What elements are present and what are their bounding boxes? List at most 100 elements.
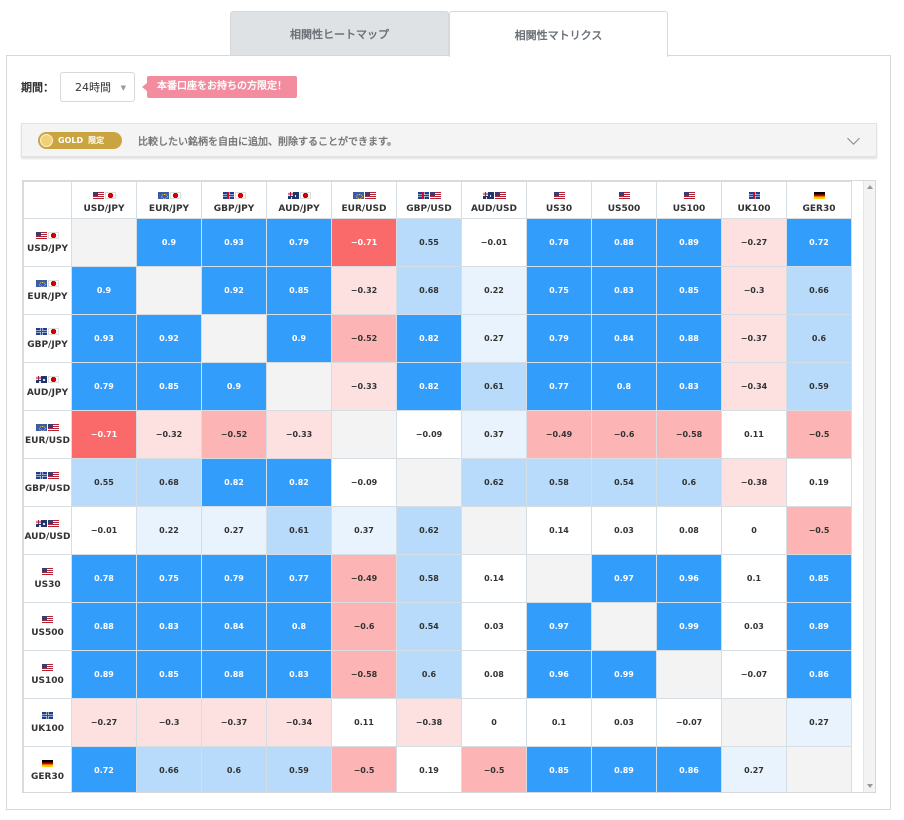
correlation-cell: 0.14 xyxy=(526,506,592,555)
tab-correlation-heatmap[interactable]: 相関性ヒートマップ xyxy=(230,11,449,56)
table-row: GBP/USD 0.55 0.68 0.82 0.82 −0.09 0.62 0.58 0.54… xyxy=(23,458,852,507)
row-header-label: EUR/JPY xyxy=(27,292,68,302)
flag-pair-icon xyxy=(352,191,376,200)
flag-pair-icon xyxy=(42,759,53,768)
row-header-label: GBP/USD xyxy=(24,484,71,494)
gold-bar-text: 比較したい銘柄を自由に追加、削除することができます。 xyxy=(138,136,397,148)
flag-pair-icon xyxy=(42,663,53,672)
correlation-cell: 0.97 xyxy=(526,602,592,651)
table-row: GBP/JPY 0.93 0.92 0.9 −0.52 0.82 0.27 0.79 0.84 0… xyxy=(23,314,852,363)
scroll-down-icon[interactable] xyxy=(867,784,873,788)
correlation-cell: 0.55 xyxy=(396,218,462,267)
row-header-label: AUD/USD xyxy=(24,532,71,542)
diagonal-cell xyxy=(656,650,722,699)
correlation-cell: −0.71 xyxy=(331,218,397,267)
correlation-cell: −0.09 xyxy=(396,410,462,459)
flag-pair-icon xyxy=(618,191,630,200)
correlation-cell: 0.37 xyxy=(331,506,397,555)
correlation-cell: 0.22 xyxy=(136,506,202,555)
chevron-down-icon: ▼ xyxy=(120,84,126,92)
flag-jp-icon xyxy=(234,192,246,199)
flag-us-icon xyxy=(92,192,104,199)
col-header-us100: US100 xyxy=(656,181,722,219)
correlation-cell: −0.33 xyxy=(331,362,397,411)
correlation-cell: 0.85 xyxy=(656,266,722,315)
correlation-table: USD/JPY EUR/JPY GBP/JPY AUD/JPY EUR/USD GBP/U… xyxy=(23,181,852,792)
row-header-label: US30 xyxy=(34,580,61,590)
correlation-cell: 0.9 xyxy=(266,314,332,363)
col-header-label: GBP/USD xyxy=(406,204,452,214)
correlation-cell: 0.6 xyxy=(786,314,852,363)
gold-badge-label: GOLD xyxy=(58,135,84,145)
period-select[interactable]: 24時間 ▼ xyxy=(60,72,135,102)
correlation-cell: 0.83 xyxy=(656,362,722,411)
flag-pair-icon xyxy=(42,567,53,576)
correlation-cell: 0.83 xyxy=(591,266,657,315)
col-header-label: AUD/JPY xyxy=(278,204,320,214)
correlation-cell: 0.97 xyxy=(591,554,657,603)
col-header-us30: US30 xyxy=(526,181,592,219)
flag-pair-icon xyxy=(42,711,53,720)
correlation-cell: 0.96 xyxy=(656,554,722,603)
flag-pair-icon xyxy=(36,279,59,288)
flag-pair-icon xyxy=(222,191,246,200)
matrix-panel: 期間： 24時間 ▼ 本番口座をお持ちの方限定！ GOLD 限定 比較したい銘柄… xyxy=(6,55,891,810)
correlation-cell: 0.88 xyxy=(71,602,137,651)
correlation-cell: 0.89 xyxy=(71,650,137,699)
row-header-label: AUD/JPY xyxy=(26,388,69,398)
correlation-cell: 0.27 xyxy=(201,506,267,555)
flag-us-icon xyxy=(42,616,53,623)
correlation-cell: −0.71 xyxy=(71,410,137,459)
row-header-us100: US100 xyxy=(23,650,72,699)
correlation-cell: 0.66 xyxy=(136,746,202,792)
correlation-cell: 0.89 xyxy=(656,218,722,267)
correlation-cell: 0.55 xyxy=(71,458,137,507)
correlation-cell: 0.11 xyxy=(721,410,787,459)
period-label: 期間： xyxy=(21,81,54,94)
row-header-content: EUR/JPY xyxy=(24,279,71,302)
table-row: US30 0.78 0.75 0.79 0.77 −0.49 0.58 0.14 0.97 0.9… xyxy=(23,554,852,603)
correlation-cell: 0.1 xyxy=(721,554,787,603)
correlation-cell: 0.03 xyxy=(721,602,787,651)
col-header-aud-jpy: AUD/JPY xyxy=(266,181,332,219)
correlation-cell: −0.38 xyxy=(721,458,787,507)
row-header-label: US500 xyxy=(31,628,64,638)
correlation-cell: 0.58 xyxy=(396,554,462,603)
row-header-content: UK100 xyxy=(24,711,71,734)
flag-pair-icon xyxy=(683,191,695,200)
diagonal-cell xyxy=(721,698,787,747)
row-header-content: GER30 xyxy=(24,759,71,782)
col-header-content: EUR/USD xyxy=(332,191,396,214)
correlation-cell: −0.49 xyxy=(526,410,592,459)
correlation-cell: 0.79 xyxy=(71,362,137,411)
flag-pair-icon xyxy=(813,191,825,200)
correlation-cell: 0.54 xyxy=(396,602,462,651)
correlation-cell: 0.79 xyxy=(266,218,332,267)
correlation-cell: 0.03 xyxy=(591,506,657,555)
flag-us-icon xyxy=(494,192,506,199)
correlation-cell: 0.68 xyxy=(136,458,202,507)
correlation-cell: 0.8 xyxy=(591,362,657,411)
flag-gb-icon xyxy=(748,192,760,199)
flag-gb-icon xyxy=(222,192,234,199)
correlation-cell: 0.6 xyxy=(656,458,722,507)
row-header-label: EUR/USD xyxy=(25,436,70,446)
tab-correlation-matrix[interactable]: 相関性マトリクス xyxy=(449,11,668,57)
flag-pair-icon xyxy=(36,231,59,240)
flag-us-icon xyxy=(42,568,53,575)
flag-eu-icon xyxy=(157,192,169,199)
correlation-cell: 0 xyxy=(721,506,787,555)
scroll-up-icon[interactable] xyxy=(867,185,873,189)
correlation-cell: 0.08 xyxy=(461,650,527,699)
correlation-cell: 0.75 xyxy=(526,266,592,315)
correlation-cell: 0.77 xyxy=(526,362,592,411)
table-row: EUR/JPY 0.9 0.92 0.85 −0.32 0.68 0.22 0.75 0.83 0… xyxy=(23,266,852,315)
flag-eu-icon xyxy=(352,192,364,199)
chevron-down-icon[interactable] xyxy=(847,132,860,145)
flag-pair-icon xyxy=(748,191,760,200)
vertical-scrollbar[interactable] xyxy=(863,181,875,792)
gold-feature-bar[interactable]: GOLD 限定 比較したい銘柄を自由に追加、削除することができます。 xyxy=(21,123,877,157)
diagonal-cell xyxy=(591,602,657,651)
correlation-cell: 0.99 xyxy=(591,650,657,699)
correlation-cell: 0.82 xyxy=(266,458,332,507)
